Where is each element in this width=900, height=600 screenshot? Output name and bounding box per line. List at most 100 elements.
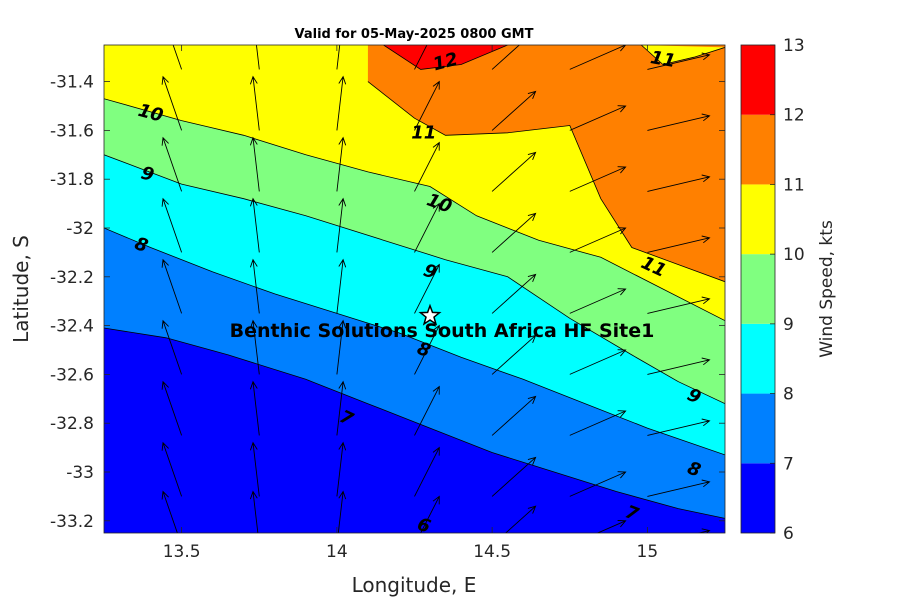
contour-line-11 bbox=[640, 45, 725, 65]
wind-arrow bbox=[336, 197, 347, 253]
y-axis-ticks: -31.4 -31.6 -31.8 -32 -32.2 -32.4 -32.6 -32.8 -3… bbox=[50, 73, 725, 532]
x-axis-ticks: 13.5 14 14.5 15 bbox=[163, 45, 659, 562]
wind-arrow bbox=[647, 174, 711, 192]
colorbar-tick-label: 11 bbox=[783, 175, 805, 195]
wind-arrow bbox=[697, 528, 711, 533]
site-label: Benthic Solutions South Africa HF Site1 bbox=[230, 320, 655, 342]
band-11-12 bbox=[367, 45, 725, 282]
wind-arrow bbox=[725, 535, 787, 545]
wind-arrow bbox=[161, 75, 183, 131]
wind-arrow bbox=[491, 395, 537, 436]
wind-arrow bbox=[336, 441, 347, 497]
wind-arrow bbox=[336, 45, 341, 70]
contour-label-9: 9 bbox=[139, 163, 157, 187]
contour-line-10 bbox=[104, 98, 725, 322]
wind-arrow bbox=[647, 52, 711, 70]
wind-arrow bbox=[336, 258, 347, 314]
wind-vector-arrows bbox=[104, 45, 787, 545]
wind-arrow bbox=[569, 288, 627, 314]
colorbar-swatch bbox=[741, 323, 775, 394]
contour-lines bbox=[104, 45, 725, 519]
band-10-11-pocket bbox=[641, 45, 725, 65]
wind-arrow bbox=[249, 197, 260, 253]
y-tick-label: -33 bbox=[66, 463, 94, 483]
contour-line-12 bbox=[383, 45, 508, 70]
colorbar: 6 7 8 9 10 11 12 13 bbox=[740, 36, 805, 544]
wind-arrow bbox=[336, 319, 347, 375]
wind-arrow bbox=[337, 490, 347, 533]
colorbar-frame bbox=[740, 44, 776, 534]
y-tick-label: -32.2 bbox=[50, 268, 94, 288]
contour-line-9 bbox=[104, 154, 725, 405]
y-tick-label: -32.4 bbox=[50, 317, 94, 337]
wind-arrow bbox=[647, 357, 711, 375]
wind-arrow bbox=[491, 45, 520, 70]
site-star-icon bbox=[418, 303, 442, 326]
wind-arrow bbox=[491, 151, 537, 192]
wind-arrow bbox=[249, 441, 260, 497]
wind-arrow bbox=[414, 80, 440, 131]
wind-arrow bbox=[249, 258, 260, 314]
wind-arrow bbox=[647, 479, 711, 497]
wind-arrow bbox=[491, 456, 537, 497]
wind-arrow bbox=[414, 385, 440, 436]
wind-arrow bbox=[414, 263, 440, 314]
colorbar-swatch bbox=[741, 393, 775, 464]
wind-arrow bbox=[172, 45, 183, 70]
contour-label-11: 11 bbox=[411, 122, 436, 143]
colorbar-tick-label: 12 bbox=[783, 106, 805, 126]
colorbar-swatch bbox=[741, 114, 775, 185]
wind-arrow bbox=[414, 202, 440, 253]
y-tick-label: -31.8 bbox=[50, 170, 94, 190]
colorbar-tick-label: 8 bbox=[783, 385, 794, 405]
y-axis-label: Latitude, S bbox=[9, 235, 33, 343]
wind-arrow bbox=[161, 197, 183, 253]
wind-arrow bbox=[647, 296, 711, 314]
wind-arrow bbox=[647, 418, 711, 436]
colorbar-swatch bbox=[741, 184, 775, 255]
colorbar-swatch bbox=[741, 45, 775, 115]
y-tick-label: -32.8 bbox=[50, 414, 94, 434]
colorbar-tick-label: 9 bbox=[783, 315, 794, 335]
contour-line-7 bbox=[104, 327, 725, 519]
x-tick-label: 15 bbox=[637, 542, 659, 562]
wind-arrow bbox=[569, 349, 627, 375]
wind-arrow bbox=[569, 166, 627, 192]
x-tick-label: 14 bbox=[326, 542, 348, 562]
wind-arrow bbox=[505, 505, 537, 533]
wind-arrow bbox=[161, 258, 183, 314]
wind-arrow bbox=[255, 45, 260, 70]
wind-arrow bbox=[249, 319, 260, 375]
x-tick-label: 14.5 bbox=[473, 542, 511, 562]
wind-arrow bbox=[161, 490, 178, 533]
wind-arrow bbox=[104, 68, 105, 70]
y-tick-label: -31.6 bbox=[50, 121, 94, 141]
wind-arrow bbox=[161, 380, 183, 436]
wind-arrow bbox=[249, 380, 260, 436]
wind-arrow bbox=[336, 136, 347, 192]
wind-arrow bbox=[161, 441, 183, 497]
wind-arrow bbox=[491, 212, 537, 253]
y-tick-label: -31.4 bbox=[50, 73, 94, 93]
wind-arrow bbox=[569, 45, 627, 70]
wind-arrow bbox=[336, 380, 347, 436]
contour-label-11: 11 bbox=[649, 47, 677, 72]
colorbar-tick-label: 10 bbox=[783, 245, 805, 265]
chart-title: Valid for 05-May-2025 0800 GMT bbox=[295, 27, 534, 42]
wind-arrow bbox=[249, 136, 260, 192]
wind-arrow bbox=[249, 75, 260, 131]
wind-arrow bbox=[569, 410, 627, 436]
y-tick-label: -33.2 bbox=[50, 512, 94, 532]
y-tick-label: -32.6 bbox=[50, 365, 94, 385]
y-tick-label: -32 bbox=[66, 219, 94, 239]
colorbar-tick-label: 13 bbox=[783, 36, 805, 56]
colorbar-tick-label: 6 bbox=[783, 524, 794, 544]
plot-frame bbox=[103, 44, 726, 534]
wind-arrow bbox=[491, 90, 537, 131]
x-axis-label: Longitude, E bbox=[352, 573, 477, 597]
wind-arrow bbox=[336, 75, 347, 131]
wind-arrow bbox=[161, 136, 183, 192]
wind-arrow bbox=[491, 273, 537, 314]
wind-arrow bbox=[414, 45, 428, 70]
wind-arrow bbox=[420, 495, 440, 533]
